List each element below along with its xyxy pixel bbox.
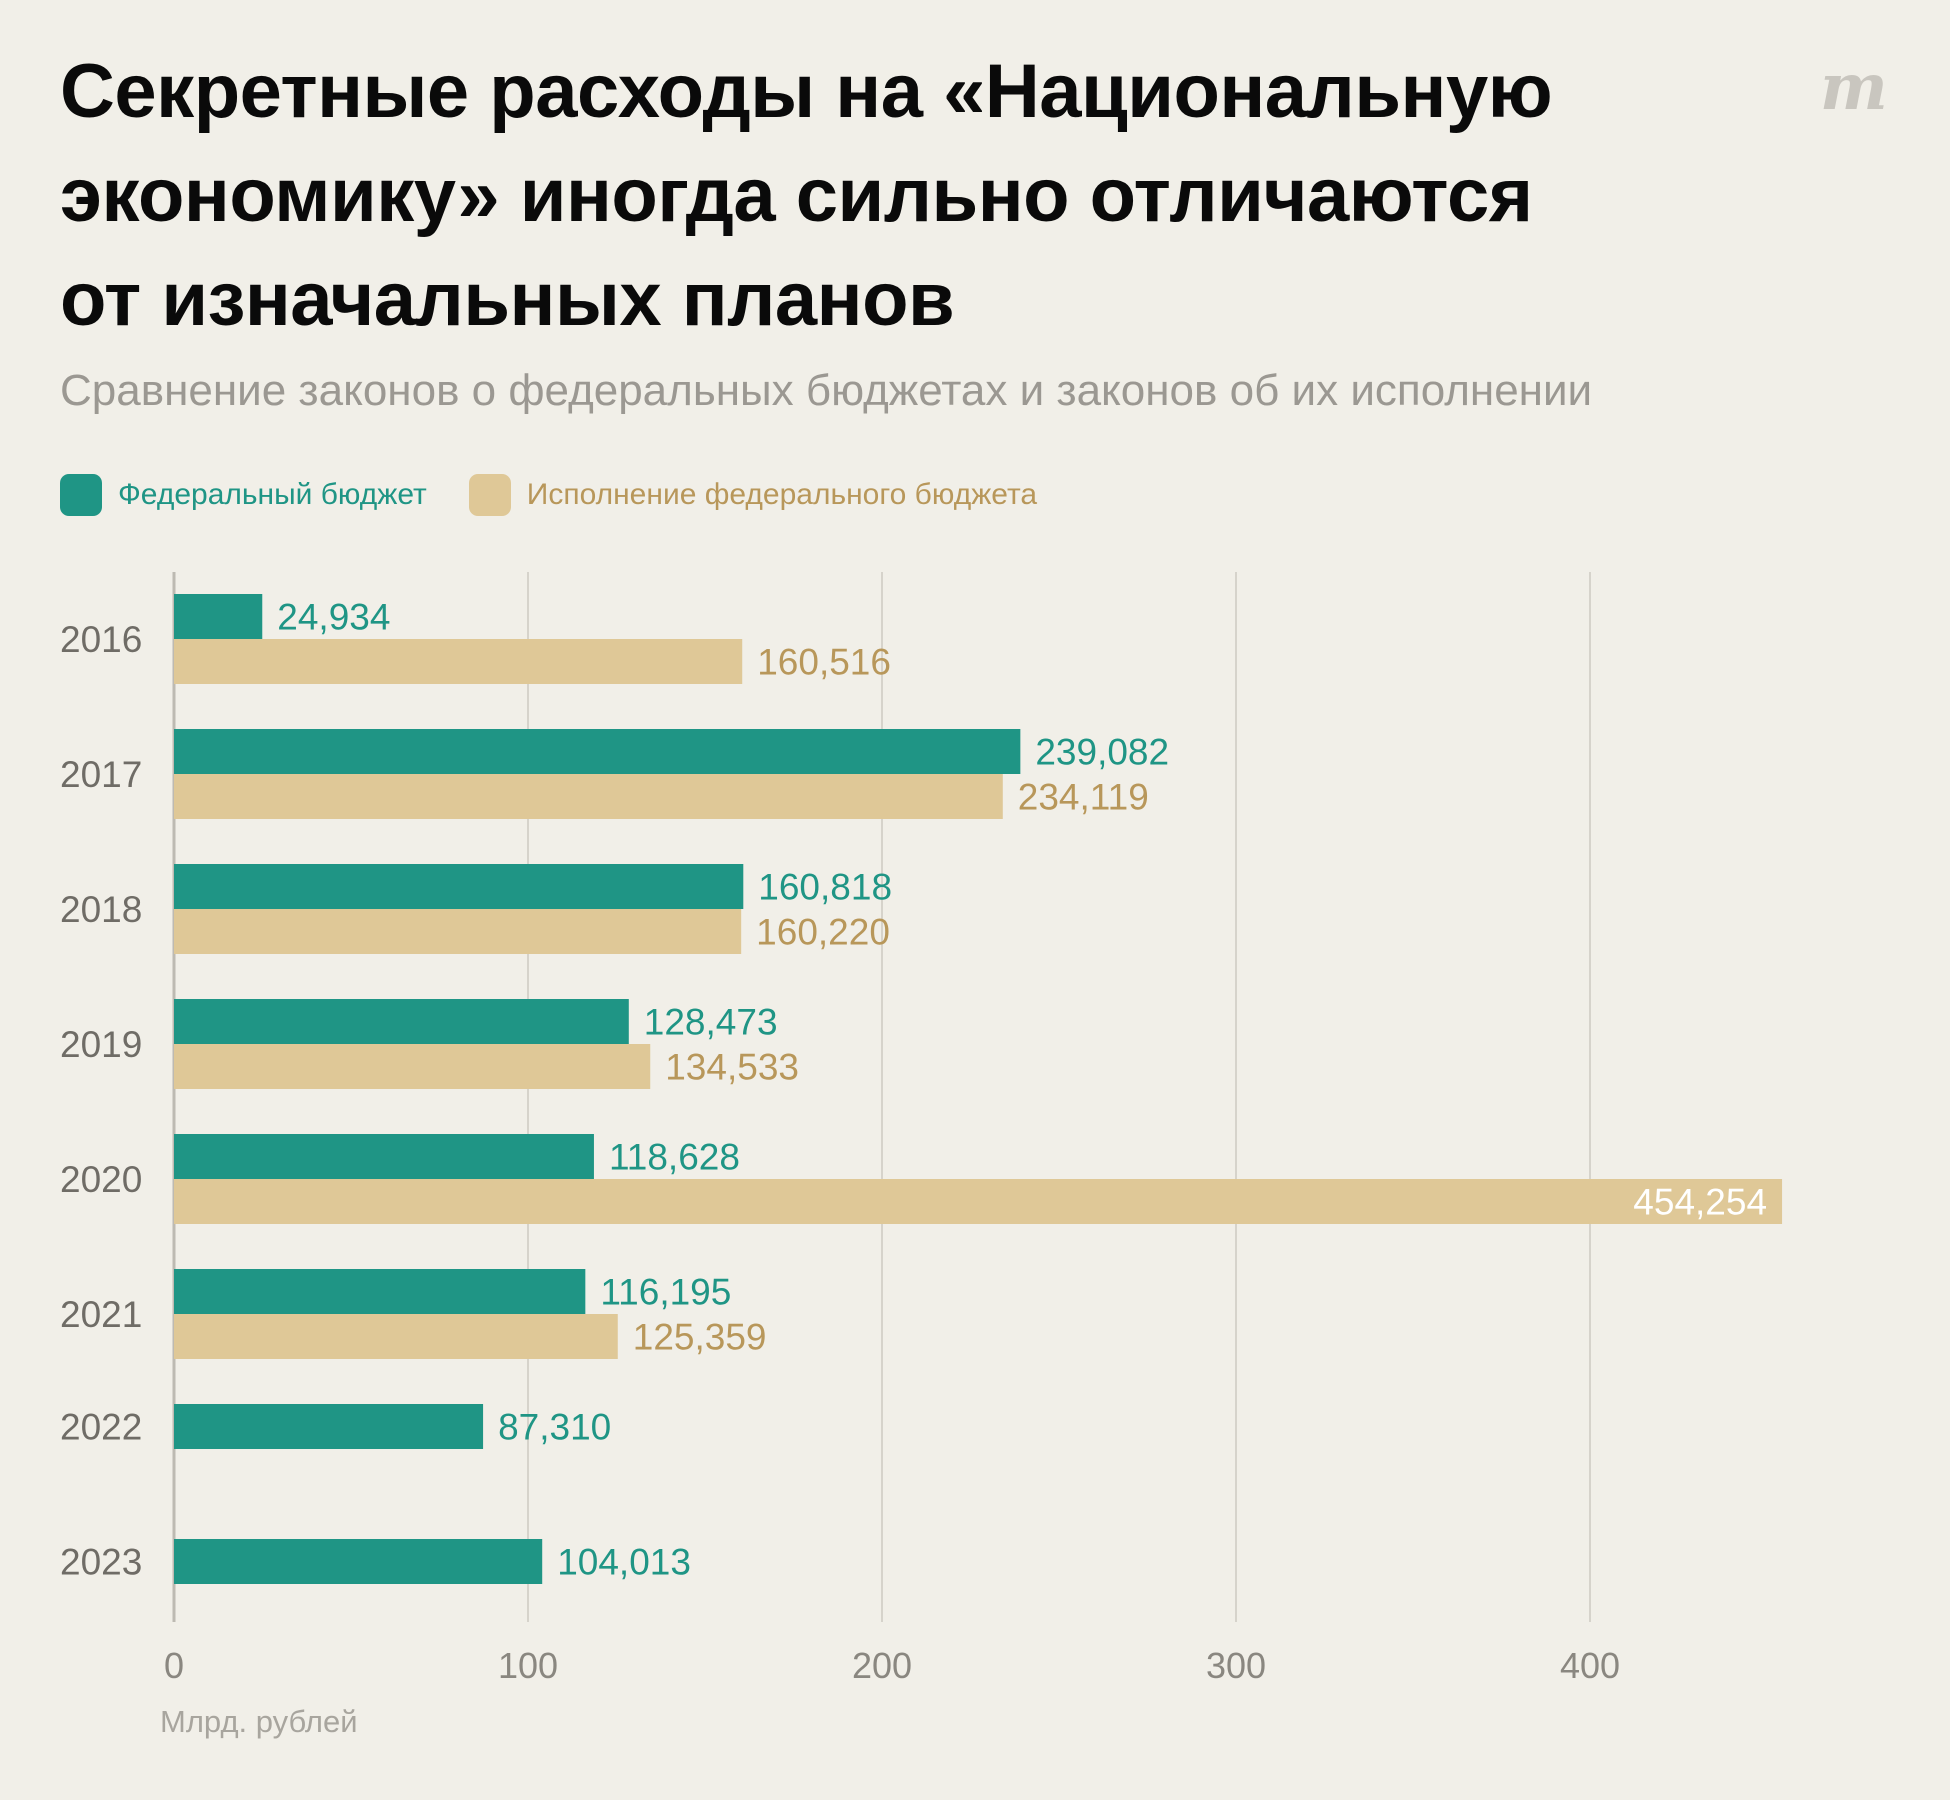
legend-swatch-execution [468, 474, 511, 516]
x-axis-label: Млрд. рублей [160, 1704, 358, 1739]
value-label-budget-2021: 116,195 [600, 1272, 731, 1313]
year-label-2023: 2023 [60, 1542, 142, 1583]
chart-title: Секретные расходы на «Национальную эконо… [60, 40, 1760, 352]
value-label-execution-2021: 125,359 [633, 1317, 767, 1358]
chart-subtitle: Сравнение законов о федеральных бюджетах… [60, 366, 1593, 415]
bar-execution-2017 [174, 774, 1003, 819]
value-label-budget-2023: 104,013 [557, 1542, 691, 1583]
bar-execution-2019 [174, 1044, 651, 1089]
bar-budget-2016 [174, 594, 263, 639]
bar-execution-2020 [174, 1179, 1783, 1224]
title-line-3: от изначальных планов [60, 257, 955, 342]
title-line-1: Секретные расходы на «Национальную [60, 49, 1553, 134]
legend-swatch-budget [60, 474, 102, 516]
bar-execution-2016 [174, 639, 743, 684]
bar-execution-2021 [174, 1314, 618, 1359]
value-label-execution-2016: 160,516 [757, 642, 891, 683]
value-label-budget-2019: 128,473 [644, 1002, 778, 1043]
x-tick-label-400: 400 [1560, 1645, 1620, 1686]
legend-item-budget: Федеральный бюджет [60, 474, 427, 516]
value-label-budget-2022: 87,310 [498, 1407, 611, 1448]
value-label-budget-2017: 239,082 [1035, 732, 1169, 773]
year-label-2019: 2019 [60, 1024, 142, 1065]
bar-budget-2018 [174, 864, 744, 909]
bar-execution-2018 [174, 909, 742, 954]
legend-item-execution: Исполнение федерального бюджета [468, 474, 1038, 516]
bar-budget-2023 [174, 1539, 543, 1584]
year-label-2022: 2022 [60, 1407, 142, 1448]
bar-budget-2021 [174, 1269, 586, 1314]
bar-budget-2019 [174, 999, 629, 1044]
value-label-execution-2019: 134,533 [665, 1047, 799, 1088]
value-label-budget-2020: 118,628 [609, 1137, 740, 1178]
value-label-execution-2020: 454,254 [1633, 1182, 1767, 1223]
x-tick-label-300: 300 [1206, 1645, 1266, 1686]
legend-label-execution: Исполнение федерального бюджета [526, 478, 1038, 511]
x-tick-label-100: 100 [498, 1645, 558, 1686]
x-tick-label-200: 200 [852, 1645, 912, 1686]
legend: Федеральный бюджет Исполнение федерально… [60, 474, 1079, 516]
year-label-2016: 2016 [60, 619, 142, 660]
x-tick-label-0: 0 [164, 1645, 184, 1686]
bar-budget-2017 [174, 729, 1021, 774]
year-label-2021: 2021 [60, 1294, 142, 1335]
publisher-logo: m [1820, 50, 1888, 125]
year-label-2018: 2018 [60, 889, 142, 930]
year-label-2017: 2017 [60, 754, 142, 795]
legend-label-budget: Федеральный бюджет [118, 478, 427, 511]
value-label-budget-2016: 24,934 [277, 597, 390, 638]
value-label-execution-2017: 234,119 [1018, 777, 1149, 818]
value-label-execution-2018: 160,220 [756, 912, 890, 953]
title-line-2: экономику» иногда сильно отличаются [60, 153, 1533, 238]
bar-budget-2020 [174, 1134, 594, 1179]
bar-budget-2022 [174, 1404, 484, 1449]
value-label-budget-2018: 160,818 [758, 867, 892, 908]
year-label-2020: 2020 [60, 1159, 142, 1200]
